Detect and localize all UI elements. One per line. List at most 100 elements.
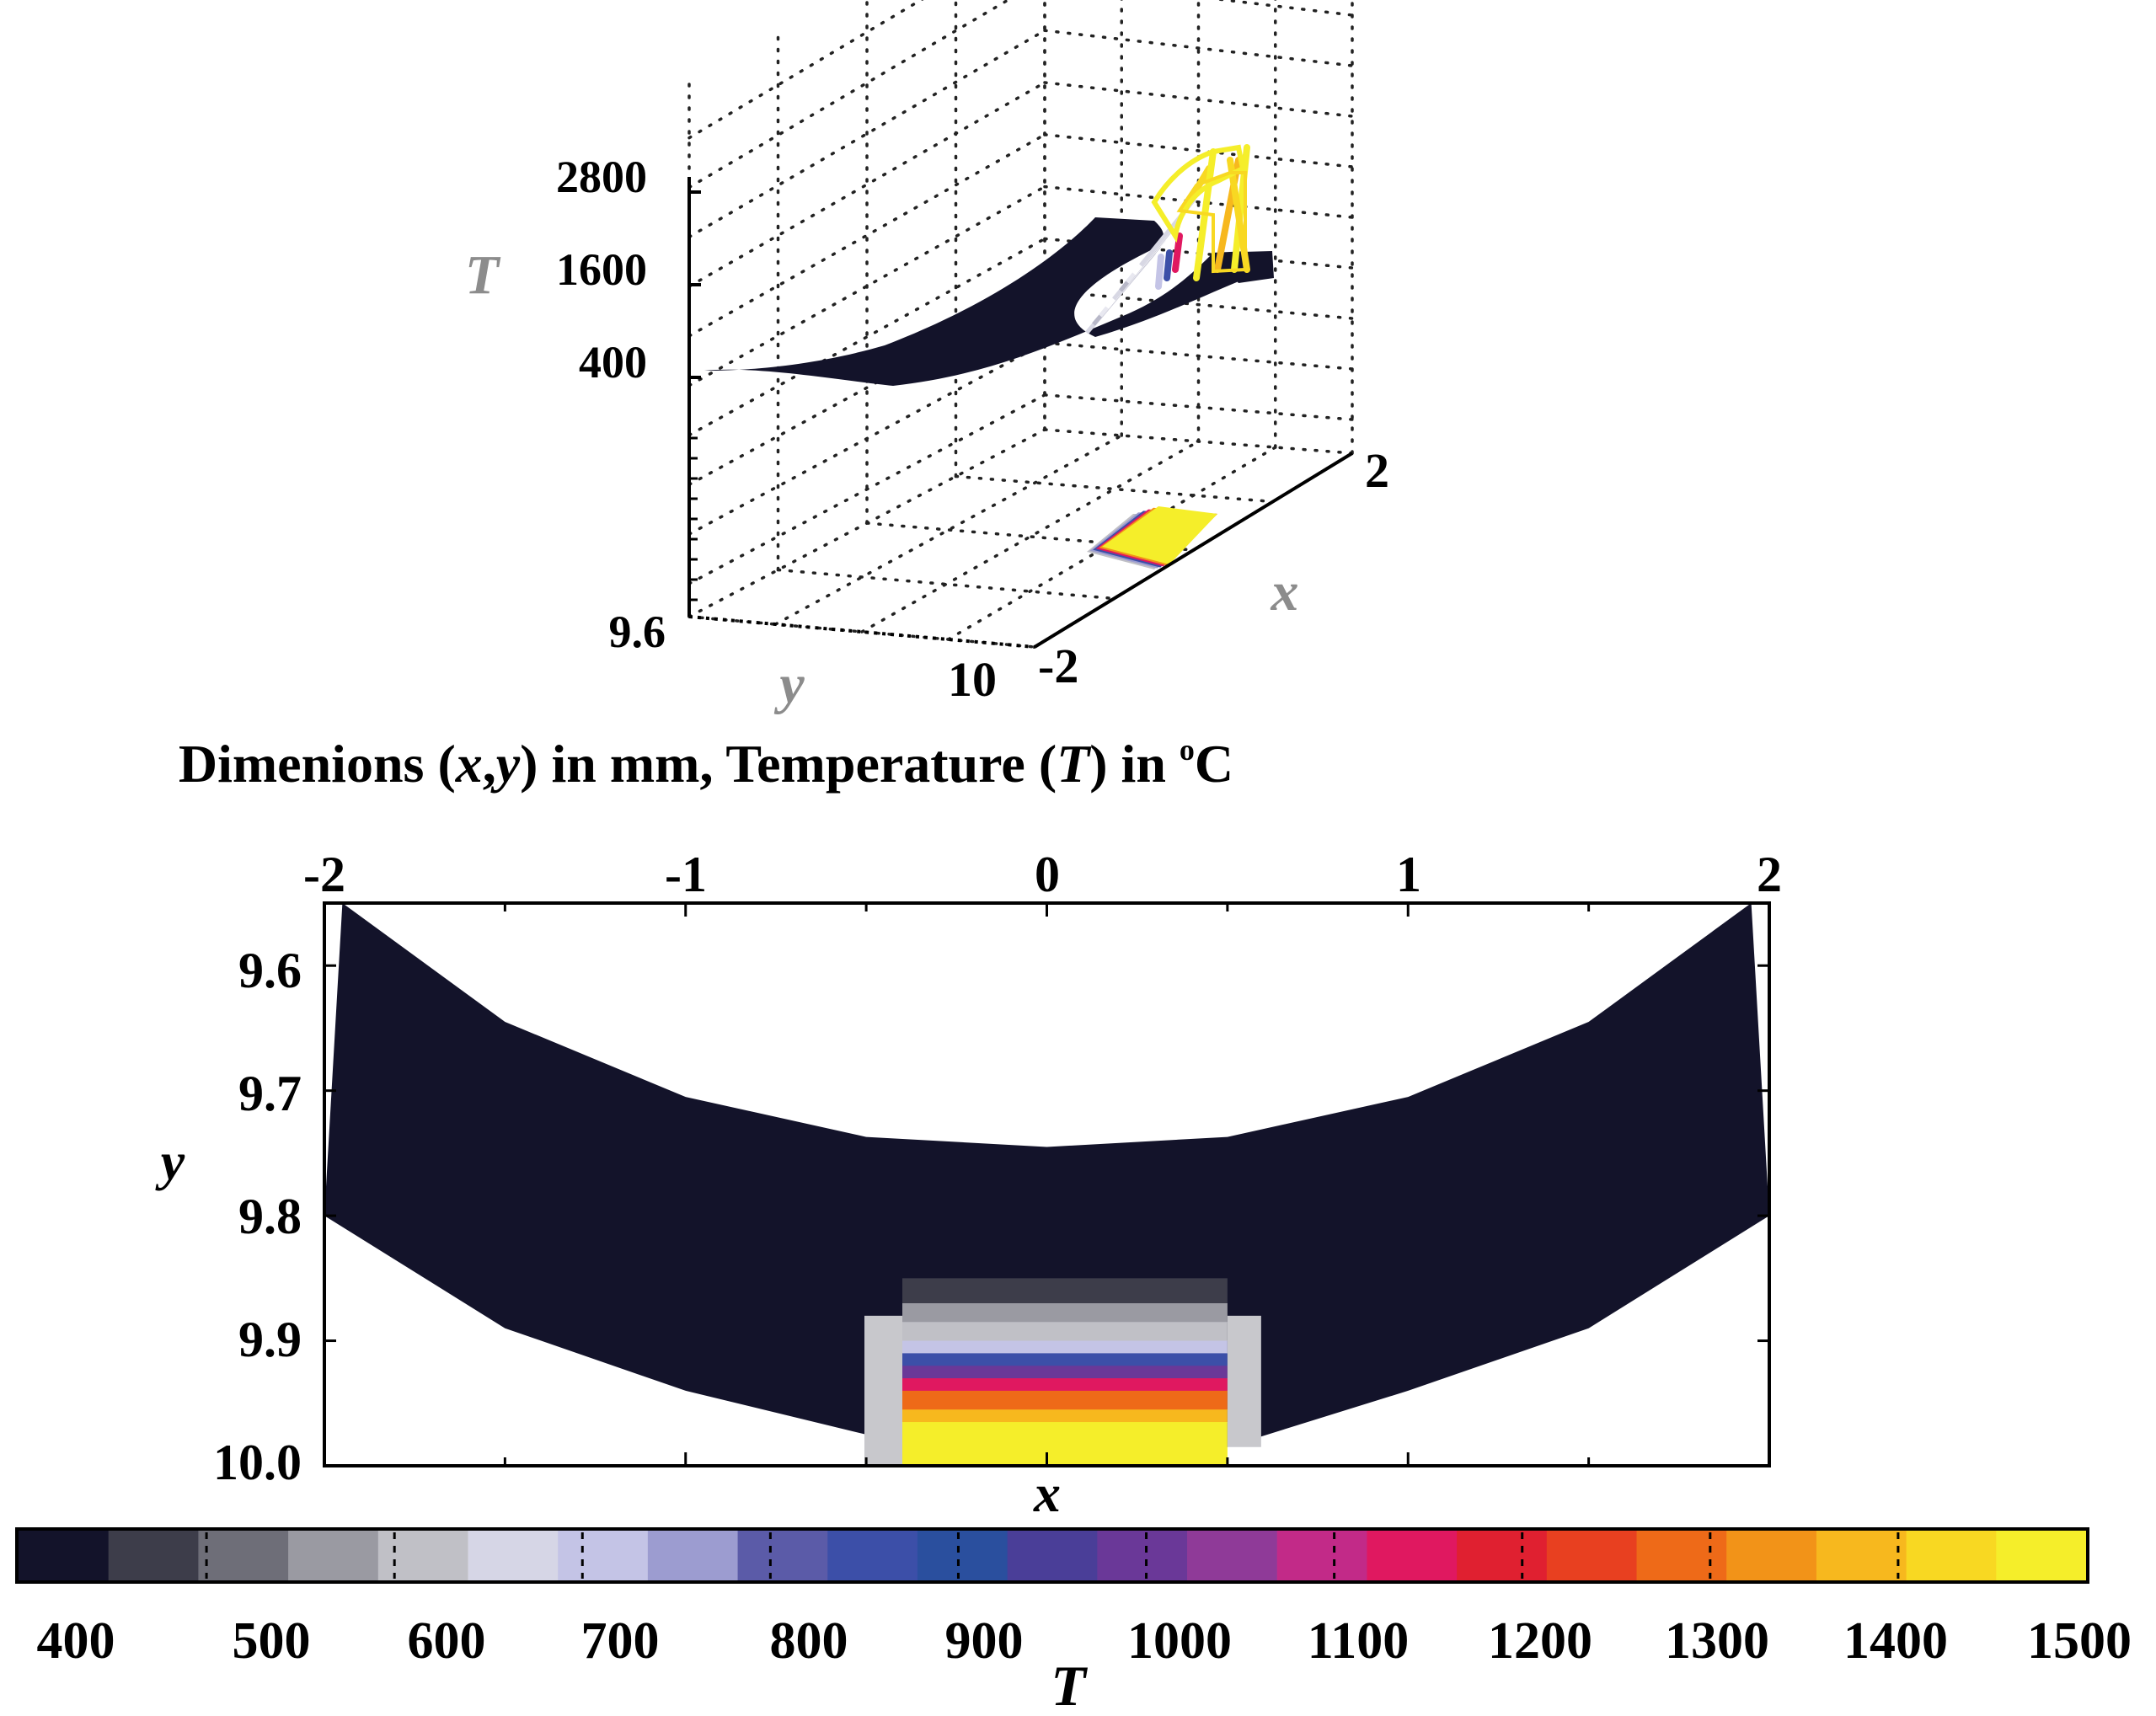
colorbar-tick-700: 700 [581,1612,660,1670]
grid-line [687,289,1046,486]
colorbar-cell [1097,1531,1188,1580]
axis-line [688,615,1035,649]
hot-zone-band [902,1409,1228,1423]
z-axis-label: T [465,244,501,306]
y-axis-label: y [773,654,805,715]
colorbar-tick-1100: 1100 [1308,1612,1410,1670]
colorbar-cell [198,1531,289,1580]
surface-sheet [704,217,1247,386]
top-x-tick-2: 2 [1757,847,1782,902]
top-x-tick-0: 0 [1035,847,1060,902]
colorbar-cell [288,1531,379,1580]
hot-zone-band [902,1366,1228,1379]
hot-zone-band [902,1422,1228,1466]
grid-line [687,237,1046,437]
colorbar-tick-1400: 1400 [1843,1612,1948,1670]
temperature-surface [704,144,1274,386]
grid-line [954,474,1275,504]
colorbar-tick-800: 800 [770,1612,848,1670]
hot-zone-fringe [1227,1315,1261,1447]
y-tick-10: 10 [948,652,997,707]
colorbar-label: T [1051,1654,1088,1716]
colorbar-cell [19,1531,110,1580]
grid-line [687,81,1046,288]
grid-line [1043,428,1354,455]
heatmap-plot: -2 -1 0 1 2 9.6 9.7 9.8 9.9 10.0 y x [155,847,1782,1523]
colorbar-tick-900: 900 [945,1612,1024,1670]
y-axis-label: y [155,1131,185,1191]
hot-zone [864,1278,1261,1466]
grid-line [687,29,1046,238]
y-tick-9.6: 9.6 [609,607,666,657]
surface-peak-line [1155,254,1164,290]
colorbar-cell [1457,1531,1548,1580]
x-tick-2: 2 [1365,443,1389,498]
colorbar-cell [468,1531,559,1580]
colorbar-tick-400: 400 [37,1612,115,1670]
x-tick-minus2: -2 [1038,639,1078,693]
surface-peak-line [1172,233,1183,273]
y-tick-9.9: 9.9 [238,1312,302,1367]
colorbar-cell [1906,1531,1997,1580]
domain-region [324,903,1769,1447]
z-tick-2800: 2800 [556,152,647,202]
y-tick-9.7: 9.7 [238,1066,302,1121]
grid-line [687,0,1011,190]
surface-footprint [1087,506,1217,569]
grid-line [687,393,1046,585]
y-tick-9.8: 9.8 [238,1189,302,1244]
top-x-tick-minus2: -2 [303,847,345,902]
colorbar-cell [558,1531,649,1580]
colorbar-tick-1300: 1300 [1665,1612,1769,1670]
hot-zone-band [902,1390,1228,1410]
colorbar-cell [1276,1531,1368,1580]
colorbar-tick-1000: 1000 [1127,1612,1232,1670]
surface-plot-3d: 2800 1600 400 T 9.6 10 y -2 2 x Dimenion… [179,0,1389,794]
x-axis-label: x [1271,561,1299,623]
z-tick-1600: 1600 [556,244,647,295]
colorbar-cell [1007,1531,1098,1580]
hot-zone-fringe [864,1315,902,1466]
3d-axes [687,177,1354,649]
grid-line [1043,289,1354,320]
grid-line [687,0,924,140]
colorbar-tick-500: 500 [233,1612,311,1670]
hot-zone-band [902,1322,1228,1342]
surface-peak-outline [1176,171,1247,274]
colorbar-cell [1726,1531,1817,1580]
colorbar-cell [377,1531,469,1580]
grid-line [1043,29,1354,67]
x-axis-label: x [1033,1463,1061,1523]
colorbar-cell [1546,1531,1638,1580]
hot-zone-band [902,1353,1228,1366]
colorbar-cell [1816,1531,1907,1580]
colorbar-cell [1367,1531,1458,1580]
colorbar-cell [737,1531,828,1580]
hot-zone-band [902,1303,1228,1323]
grid-line [1043,133,1354,168]
z-tick-400: 400 [579,337,647,388]
colorbar-tick-600: 600 [408,1612,486,1670]
colorbar-cell [647,1531,739,1580]
axis-line [1033,452,1354,649]
colorbar: 400 500 600 700 800 900 1000 1100 1200 1… [15,1527,2132,1716]
colorbar-cell [1187,1531,1278,1580]
top-x-tick-1: 1 [1396,847,1421,902]
colorbar-cell [917,1531,1008,1580]
footprint-band [1102,506,1217,564]
y-tick-10.0: 10.0 [213,1435,302,1490]
colorbar-cell [827,1531,918,1580]
colorbar-tick-1200: 1200 [1488,1612,1592,1670]
colorbar-gradient [19,1531,2087,1580]
surface-peak-line [1164,249,1173,281]
grid-line [1043,184,1354,219]
grid-line [1212,0,1354,17]
colorbar-cell [1996,1531,2087,1580]
grid-line [687,615,1036,649]
hot-zone-band [902,1340,1228,1354]
colorbar-frame [15,1527,2089,1584]
hot-zone-band [902,1378,1228,1392]
colorbar-cell [108,1531,199,1580]
colorbar-cell [1636,1531,1727,1580]
plot-caption: Dimenions (x,y) in mm, Temperature (T) i… [179,733,1233,794]
